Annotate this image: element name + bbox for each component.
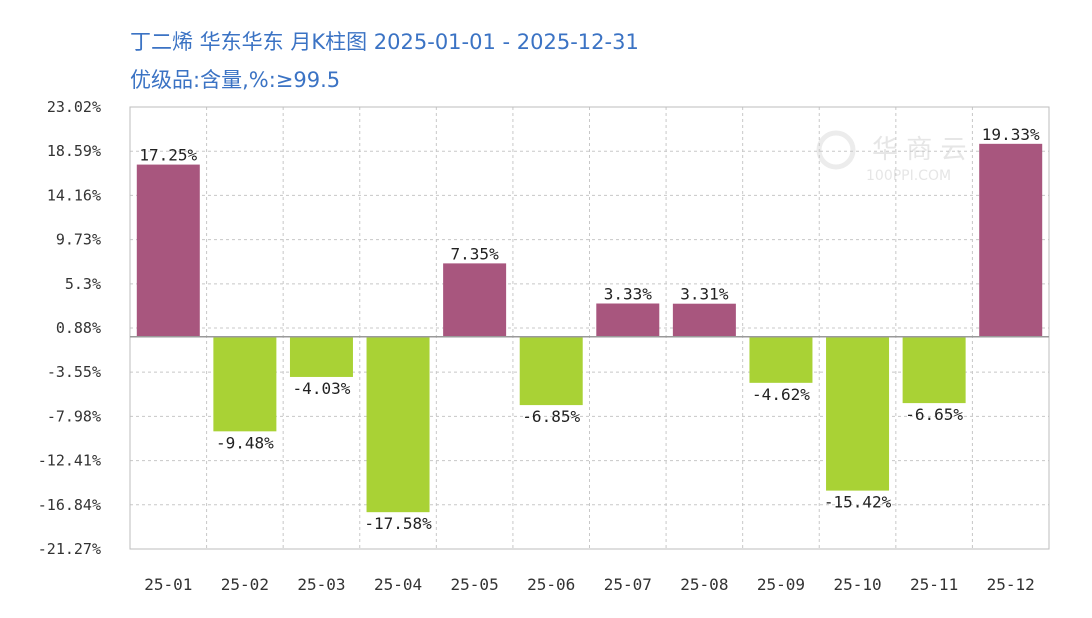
watermark-text: 华 商 云 [872, 135, 967, 165]
data-label: -4.62% [752, 385, 810, 404]
bar [213, 336, 277, 432]
y-tick-label: -12.41% [38, 452, 101, 470]
data-label: -4.03% [293, 379, 351, 398]
x-axis-ticks: 25-01 25-02 25-03 25-04 25-05 25-06 25-07 25-08… [144, 575, 1035, 594]
watermark-logo: 华 商 云 100PPI.COM [816, 130, 967, 184]
data-label: 17.25% [139, 146, 197, 165]
y-tick-label: 14.16% [47, 186, 101, 204]
bar [366, 336, 430, 513]
y-tick-label: -21.27% [38, 540, 101, 558]
data-label: 3.33% [604, 284, 653, 303]
x-tick-label: 25-12 [987, 575, 1035, 594]
x-tick-label: 25-10 [833, 575, 881, 594]
x-tick-label: 25-04 [374, 575, 422, 594]
watermark-url: 100PPI.COM [866, 168, 951, 184]
chart-title: 丁二烯 华东华东 月K柱图 2025-01-01 - 2025-12-31 [130, 30, 639, 54]
bars [136, 143, 1043, 513]
bar [519, 336, 583, 406]
y-axis-ticks: 23.02% 18.59% 14.16% 9.73% 5.3% 0.88% -3.55% -7… [38, 98, 101, 558]
data-labels: 17.25% -9.48% -4.03% -17.58% 7.35% -6.85% 3.33… [139, 125, 1040, 533]
plot-frame [129, 106, 1050, 550]
bar [826, 336, 890, 491]
bar [136, 164, 200, 337]
data-label: -15.42% [824, 493, 892, 512]
y-tick-label: 23.02% [47, 98, 101, 116]
grid [129, 106, 1050, 550]
x-tick-label: 25-01 [144, 575, 192, 594]
y-tick-label: -16.84% [38, 496, 101, 514]
bar [289, 336, 353, 377]
x-tick-label: 25-11 [910, 575, 958, 594]
x-tick-label: 25-08 [680, 575, 728, 594]
y-tick-label: 0.88% [56, 319, 101, 337]
y-tick-label: -7.98% [47, 407, 101, 425]
y-tick-label: 5.3% [65, 275, 101, 293]
bar [902, 336, 966, 404]
bar [749, 336, 813, 383]
data-label: -6.65% [905, 405, 963, 424]
y-tick-label: -3.55% [47, 363, 101, 381]
bar [443, 263, 507, 337]
data-label: -6.85% [522, 407, 580, 426]
x-tick-label: 25-05 [451, 575, 499, 594]
x-tick-label: 25-07 [604, 575, 652, 594]
data-label: 7.35% [451, 244, 500, 263]
bar [672, 303, 736, 337]
data-label: -9.48% [216, 433, 274, 452]
x-tick-label: 25-03 [297, 575, 345, 594]
data-label: -17.58% [364, 514, 432, 533]
chart-subtitle: 优级品:含量,%:≥99.5 [130, 68, 341, 92]
y-tick-label: 9.73% [56, 231, 101, 249]
data-label: 19.33% [982, 125, 1040, 144]
y-tick-label: 18.59% [47, 142, 101, 160]
x-tick-label: 25-06 [527, 575, 575, 594]
bar [596, 303, 660, 337]
data-label: 3.31% [680, 285, 729, 304]
bar [979, 143, 1043, 337]
x-tick-label: 25-02 [221, 575, 269, 594]
x-tick-label: 25-09 [757, 575, 805, 594]
